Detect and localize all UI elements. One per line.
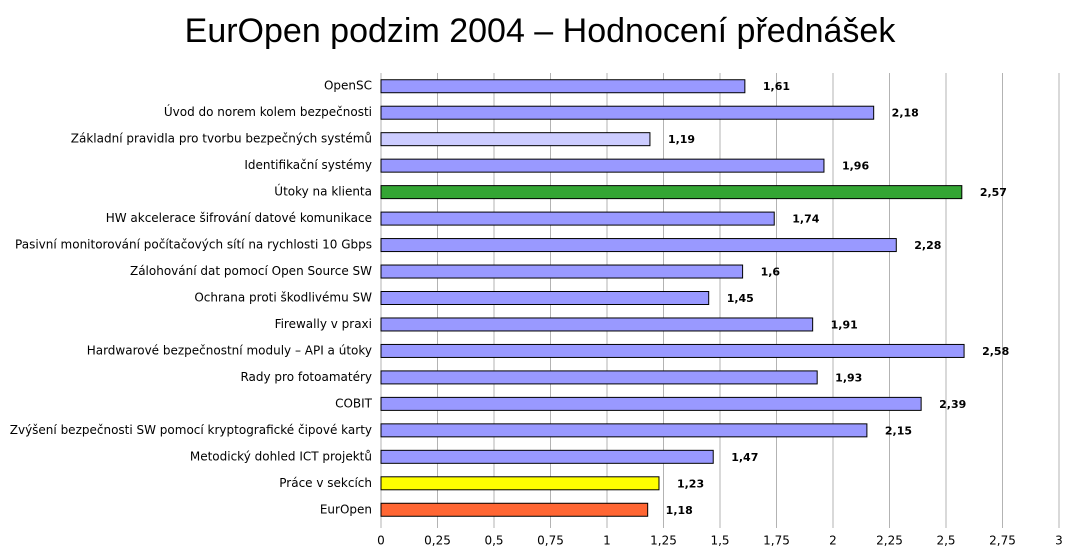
y-tick-label: COBIT [335, 396, 373, 410]
y-tick-label: Zálohování dat pomocí Open Source SW [130, 264, 372, 278]
x-tick-label: 2,5 [936, 534, 955, 548]
bar [380, 502, 649, 517]
bar [380, 343, 965, 358]
y-tick-label: Pasivní monitorování počítačových sítí n… [15, 238, 372, 252]
y-tick-label: Úvod do norem kolem bezpečnosti [164, 104, 372, 119]
x-tick-label: 2,75 [989, 534, 1016, 548]
bar [380, 238, 897, 253]
x-tick-label: 0,5 [484, 534, 503, 548]
value-label: 2,28 [914, 239, 941, 252]
x-tick-label: 0,75 [537, 534, 564, 548]
bar [380, 264, 744, 279]
y-tick-label: Rady pro fotoamatéry [240, 370, 372, 384]
bar [380, 211, 775, 226]
bar [380, 79, 746, 94]
bar [380, 423, 868, 438]
y-tick-label: Metodický dohled ICT projektů [190, 449, 372, 463]
x-tick-label: 2,25 [876, 534, 903, 548]
y-tick-label: Ochrana proti škodlivému SW [194, 291, 372, 305]
y-tick-label: OpenSC [324, 79, 372, 93]
value-label: 2,15 [885, 424, 912, 437]
y-tick-label: Práce v sekcích [279, 476, 372, 490]
y-tick-label: Identifikační systémy [244, 158, 372, 172]
value-label: 1,61 [763, 80, 790, 93]
y-tick-label: Firewally v praxi [275, 317, 372, 331]
x-tick-label: 1 [603, 534, 611, 548]
value-label: 2,58 [982, 345, 1009, 358]
bar [380, 449, 714, 464]
bar [380, 185, 963, 200]
x-tick-label: 3 [1055, 534, 1063, 548]
y-tick-label: HW akcelerace šifrování datové komunikac… [106, 211, 372, 225]
value-label: 2,57 [980, 186, 1007, 199]
value-label: 2,18 [892, 107, 919, 120]
x-tick-label: 1,75 [763, 534, 790, 548]
chart-title: EurOpen podzim 2004 – Hodnocení přednáše… [185, 12, 897, 50]
value-label: 1,96 [842, 160, 869, 173]
x-tick-label: 0,25 [424, 534, 451, 548]
value-label: 1,93 [835, 371, 862, 384]
bar [380, 396, 922, 411]
y-tick-label: EurOpen [320, 502, 372, 516]
x-tick-label: 1,25 [650, 534, 677, 548]
bar [380, 317, 814, 332]
value-label: 1,47 [731, 451, 758, 464]
x-tick-label: 0 [377, 534, 385, 548]
y-tick-label: Zvýšení bezpečnosti SW pomocí kryptograf… [10, 423, 372, 437]
bar [380, 476, 660, 491]
value-label: 1,91 [831, 318, 858, 331]
value-label: 1,74 [792, 213, 819, 226]
y-tick-label: Útoky na klienta [274, 184, 372, 199]
bar [380, 370, 818, 385]
y-tick-label: Základní pravidla pro tvorbu bezpečných … [71, 132, 372, 146]
value-label: 1,18 [666, 504, 693, 517]
bar [380, 132, 651, 147]
bar [380, 105, 875, 120]
y-tick-label: Hardwarové bezpečnostní moduly – API a ú… [87, 343, 372, 357]
x-tick-label: 1,5 [710, 534, 729, 548]
value-label: 1,19 [668, 133, 695, 146]
x-tick-label: 2 [829, 534, 837, 548]
value-label: 1,23 [677, 477, 704, 490]
bar [380, 291, 710, 305]
value-label: 2,39 [939, 398, 966, 411]
value-label: 1,6 [761, 266, 781, 279]
value-label: 1,45 [727, 292, 754, 305]
bar [380, 158, 825, 173]
